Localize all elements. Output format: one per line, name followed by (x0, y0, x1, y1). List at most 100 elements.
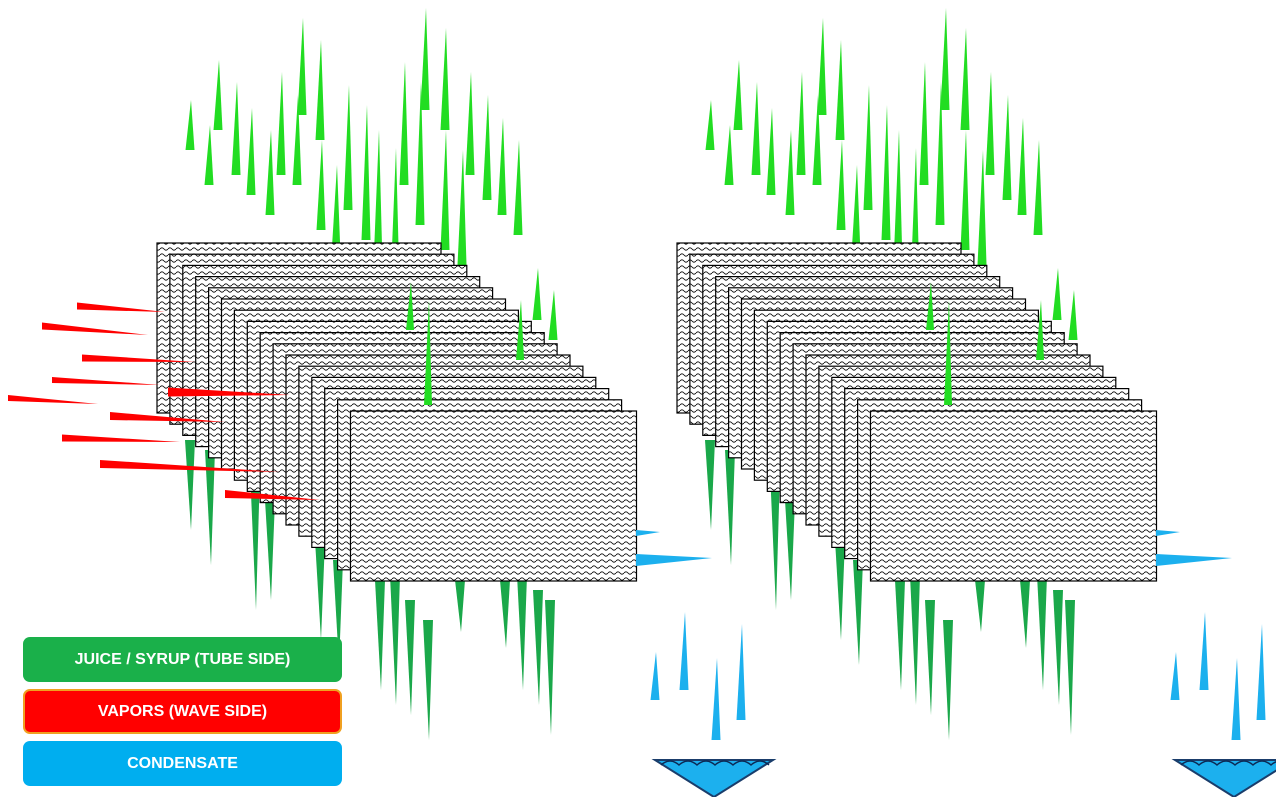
condensate-drop-arrow (711, 658, 721, 740)
juice-outlet-arrow (205, 450, 215, 565)
juice-outlet-arrow (545, 600, 555, 735)
juice-outlet-arrow (975, 580, 985, 632)
juice-inlet-arrow (960, 28, 970, 130)
juice-inlet-arrow (733, 60, 743, 130)
juice-outlet-arrow (375, 580, 385, 690)
juice-inlet-arrow (1033, 140, 1043, 235)
juice-inlet-arrow (1052, 268, 1062, 320)
juice-inlet-arrow (231, 82, 241, 175)
condensate-drop-arrow (1199, 612, 1209, 690)
juice-outlet-arrow (785, 500, 795, 600)
juice-inlet-arrow (457, 150, 467, 265)
condensate-drop-arrow (736, 624, 746, 720)
condensate-drain (1171, 759, 1276, 797)
juice-inlet-arrow (440, 28, 450, 130)
vapor-inlet-arrow (8, 395, 98, 404)
juice-inlet-arrow (1068, 290, 1078, 340)
juice-inlet-arrow (516, 300, 524, 360)
juice-inlet-arrow (724, 125, 734, 185)
juice-inlet-arrow (1002, 95, 1012, 200)
juice-inlet-arrow (292, 95, 302, 185)
juice-inlet-arrow (497, 118, 507, 215)
juice-inlet-arrow (817, 18, 827, 115)
front-juice-arrows (406, 282, 1044, 405)
juice-inlet-arrow (766, 108, 776, 195)
juice-outlet-arrow (1065, 600, 1075, 735)
juice-inlet-arrow (406, 282, 414, 330)
juice-inlet-arrow (315, 40, 325, 140)
juice-inlet-arrow (548, 290, 558, 340)
juice-inlet-arrow (343, 85, 353, 210)
juice-outlet-arrow (835, 540, 845, 640)
juice-outlet-arrow (423, 620, 433, 740)
juice-outlet-arrow (390, 575, 400, 705)
legend-juice-label: JUICE / SYRUP (TUBE SIDE) (74, 650, 291, 668)
drain-water-surface (660, 760, 770, 767)
juice-inlet-arrow (316, 140, 326, 230)
condensate-drain (651, 759, 777, 797)
juice-inlet-arrow (532, 268, 542, 320)
juice-inlet-arrow (1017, 118, 1027, 215)
juice-inlet-arrow (935, 82, 945, 225)
juice-inlet-arrow (812, 95, 822, 185)
juice-outlet-arrow (405, 600, 415, 715)
juice-outlet-arrow (943, 620, 953, 740)
juice-inlet-arrow (373, 130, 383, 265)
juice-inlet-arrow (926, 282, 934, 330)
juice-inlet-arrow (276, 72, 286, 175)
juice-inlet-arrow (796, 72, 806, 175)
juice-outlet-arrow (500, 580, 510, 648)
juice-inlet-arrow (440, 130, 450, 250)
juice-outlet-arrow (925, 600, 935, 715)
juice-inlet-arrow (424, 300, 432, 405)
heat-exchange-plate (349, 410, 638, 582)
heat-exchange-plate (869, 410, 1158, 582)
juice-inlet-arrow (246, 108, 256, 195)
juice-outlet-arrows (185, 440, 1075, 740)
vapor-arrows (8, 302, 320, 500)
juice-inlet-arrow (185, 100, 195, 150)
juice-inlet-arrow (415, 82, 425, 225)
condensate-outlet-arrow (1156, 530, 1180, 536)
juice-inlet-arrow (893, 130, 903, 265)
juice-outlet-arrow (1037, 575, 1047, 690)
condensate-drains (651, 759, 1276, 797)
juice-inlet-arrow (399, 62, 409, 185)
condensate-drop-arrow (1231, 658, 1241, 740)
juice-outlet-arrow (853, 560, 863, 665)
vapor-inlet-arrow (42, 322, 148, 335)
legend-condensate-label: CONDENSATE (127, 754, 238, 772)
juice-outlet-arrow (185, 440, 195, 530)
juice-inlet-arrow (940, 8, 950, 110)
juice-outlet-arrow (265, 500, 275, 600)
juice-outlet-arrow (250, 470, 260, 610)
legend-vapors: VAPORS (WAVE SIDE) (23, 689, 342, 734)
juice-outlet-arrow (910, 575, 920, 705)
juice-inlet-arrow (944, 300, 952, 405)
condensate-arrows (636, 530, 1266, 740)
condensate-drop-arrow (1256, 624, 1266, 720)
juice-outlet-arrow (1020, 580, 1030, 648)
juice-outlet-arrow (770, 470, 780, 610)
condensate-outlet-arrow (636, 530, 660, 536)
juice-outlet-arrow (517, 575, 527, 690)
juice-inlet-arrow (851, 165, 861, 255)
juice-inlet-arrow (213, 60, 223, 130)
juice-inlet-arrow (482, 95, 492, 200)
condensate-drop-arrow (650, 652, 660, 700)
juice-inlet-arrow (361, 105, 371, 240)
juice-outlet-arrow (1053, 590, 1063, 705)
juice-inlet-arrow (420, 8, 430, 110)
vapor-inlet-arrow (225, 490, 320, 500)
vapor-inlet-arrow (62, 434, 180, 442)
condensate-drop-arrow (1170, 652, 1180, 700)
vapor-inlet-arrow (110, 412, 225, 422)
condensate-drop-arrow (679, 612, 689, 690)
juice-inlet-arrow (331, 165, 341, 255)
juice-inlet-arrows (185, 8, 1078, 340)
juice-inlet-arrow (985, 72, 995, 175)
juice-inlet-arrow (751, 82, 761, 175)
juice-outlet-arrow (315, 540, 325, 640)
vapor-inlet-arrow (52, 377, 160, 385)
